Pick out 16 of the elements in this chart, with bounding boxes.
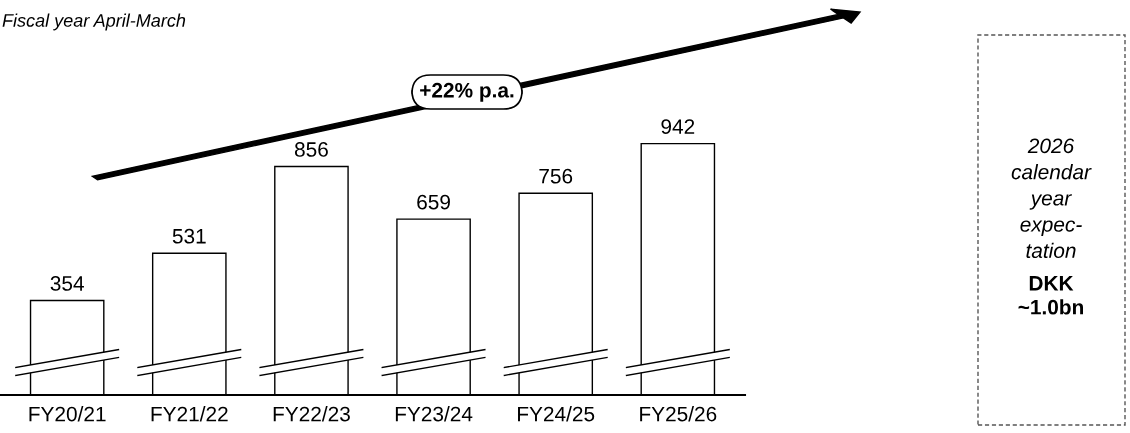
data-label: 856: [294, 142, 328, 157]
data-label: 659: [417, 194, 450, 210]
text: DKK ~1.0bn: [1018, 276, 1083, 315]
data-label: 756: [539, 168, 573, 184]
data-label: 354: [50, 276, 84, 291]
text: 2026 calendar year expec- tation: [1011, 138, 1092, 259]
x-tick-label: FY20/21: [29, 406, 106, 422]
x-tick-label: FY24/25: [518, 406, 595, 422]
data-label: 942: [661, 119, 695, 134]
x-tick-label: FY22/23: [273, 406, 350, 422]
data-label: 531: [172, 228, 206, 244]
x-tick-label: FY25/26: [640, 406, 717, 422]
x-tick-label: FY23/24: [395, 406, 473, 422]
text: +22% p.a.: [420, 82, 514, 102]
text: Fiscal year April-March: [2, 13, 186, 31]
x-tick-label: FY21/22: [151, 406, 228, 422]
